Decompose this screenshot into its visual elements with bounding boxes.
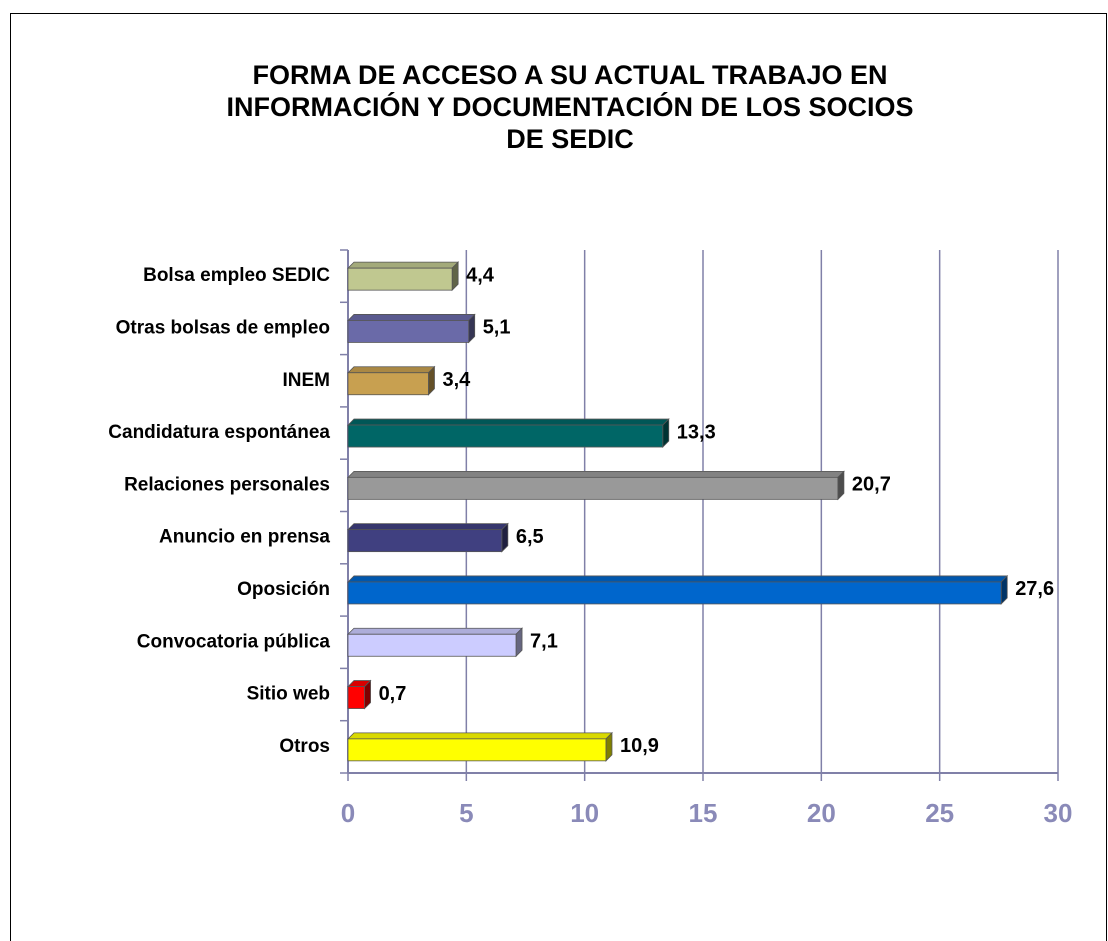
x-tick-label: 15	[689, 798, 718, 828]
bar-top	[347, 314, 476, 321]
y-tick-label: Otros	[279, 736, 330, 757]
data-label: 5,1	[483, 317, 511, 339]
y-tick-label: Otras bolsas de empleo	[116, 317, 330, 338]
y-tick-label: Relaciones personales	[124, 474, 330, 495]
bar-top	[347, 470, 845, 478]
bar	[347, 581, 1002, 605]
bar	[347, 686, 365, 709]
y-tick-label: INEM	[283, 370, 331, 391]
bar-top	[347, 627, 523, 635]
bar	[347, 476, 839, 500]
x-tick-label: 20	[807, 798, 836, 828]
bar	[347, 738, 607, 762]
bar-top	[347, 523, 509, 531]
data-label: 10,9	[620, 735, 659, 757]
data-label: 3,4	[442, 369, 471, 391]
bar-top	[347, 366, 436, 374]
bar	[347, 372, 429, 396]
y-tick-label: Candidatura espontánea	[108, 422, 330, 443]
y-tick-label: Anuncio en prensa	[159, 527, 330, 548]
data-label: 20,7	[852, 474, 891, 496]
bar	[347, 529, 503, 553]
x-tick-label: 30	[1044, 798, 1073, 828]
y-tick-label: Convocatoria pública	[137, 631, 331, 652]
y-tick-label: Sitio web	[247, 684, 330, 705]
x-tick-label: 10	[570, 798, 599, 828]
bar	[347, 267, 453, 291]
data-label: 0,7	[379, 683, 407, 705]
bar-top	[347, 575, 1009, 583]
data-label: 7,1	[530, 631, 558, 653]
data-label: 13,3	[677, 421, 716, 443]
x-tick-label: 25	[925, 798, 954, 828]
data-label: 4,4	[466, 264, 495, 286]
chart-title: INFORMACIÓN Y DOCUMENTACIÓN DE LOS SOCIO…	[226, 91, 913, 122]
chart-title: FORMA DE ACCESO A SU ACTUAL TRABAJO EN	[252, 60, 887, 90]
bar-top	[347, 732, 613, 740]
bar	[347, 320, 470, 343]
bar-top	[347, 418, 670, 426]
x-tick-label: 5	[459, 798, 473, 828]
bar	[347, 633, 517, 657]
data-label: 27,6	[1015, 578, 1054, 600]
bar-top	[347, 261, 460, 269]
y-tick-label: Bolsa empleo SEDIC	[143, 265, 330, 286]
chart-title: DE SEDIC	[506, 124, 634, 154]
data-label: 6,5	[516, 526, 544, 548]
bar	[347, 424, 664, 448]
x-tick-label: 0	[341, 798, 355, 828]
y-tick-label: Oposición	[237, 579, 330, 600]
